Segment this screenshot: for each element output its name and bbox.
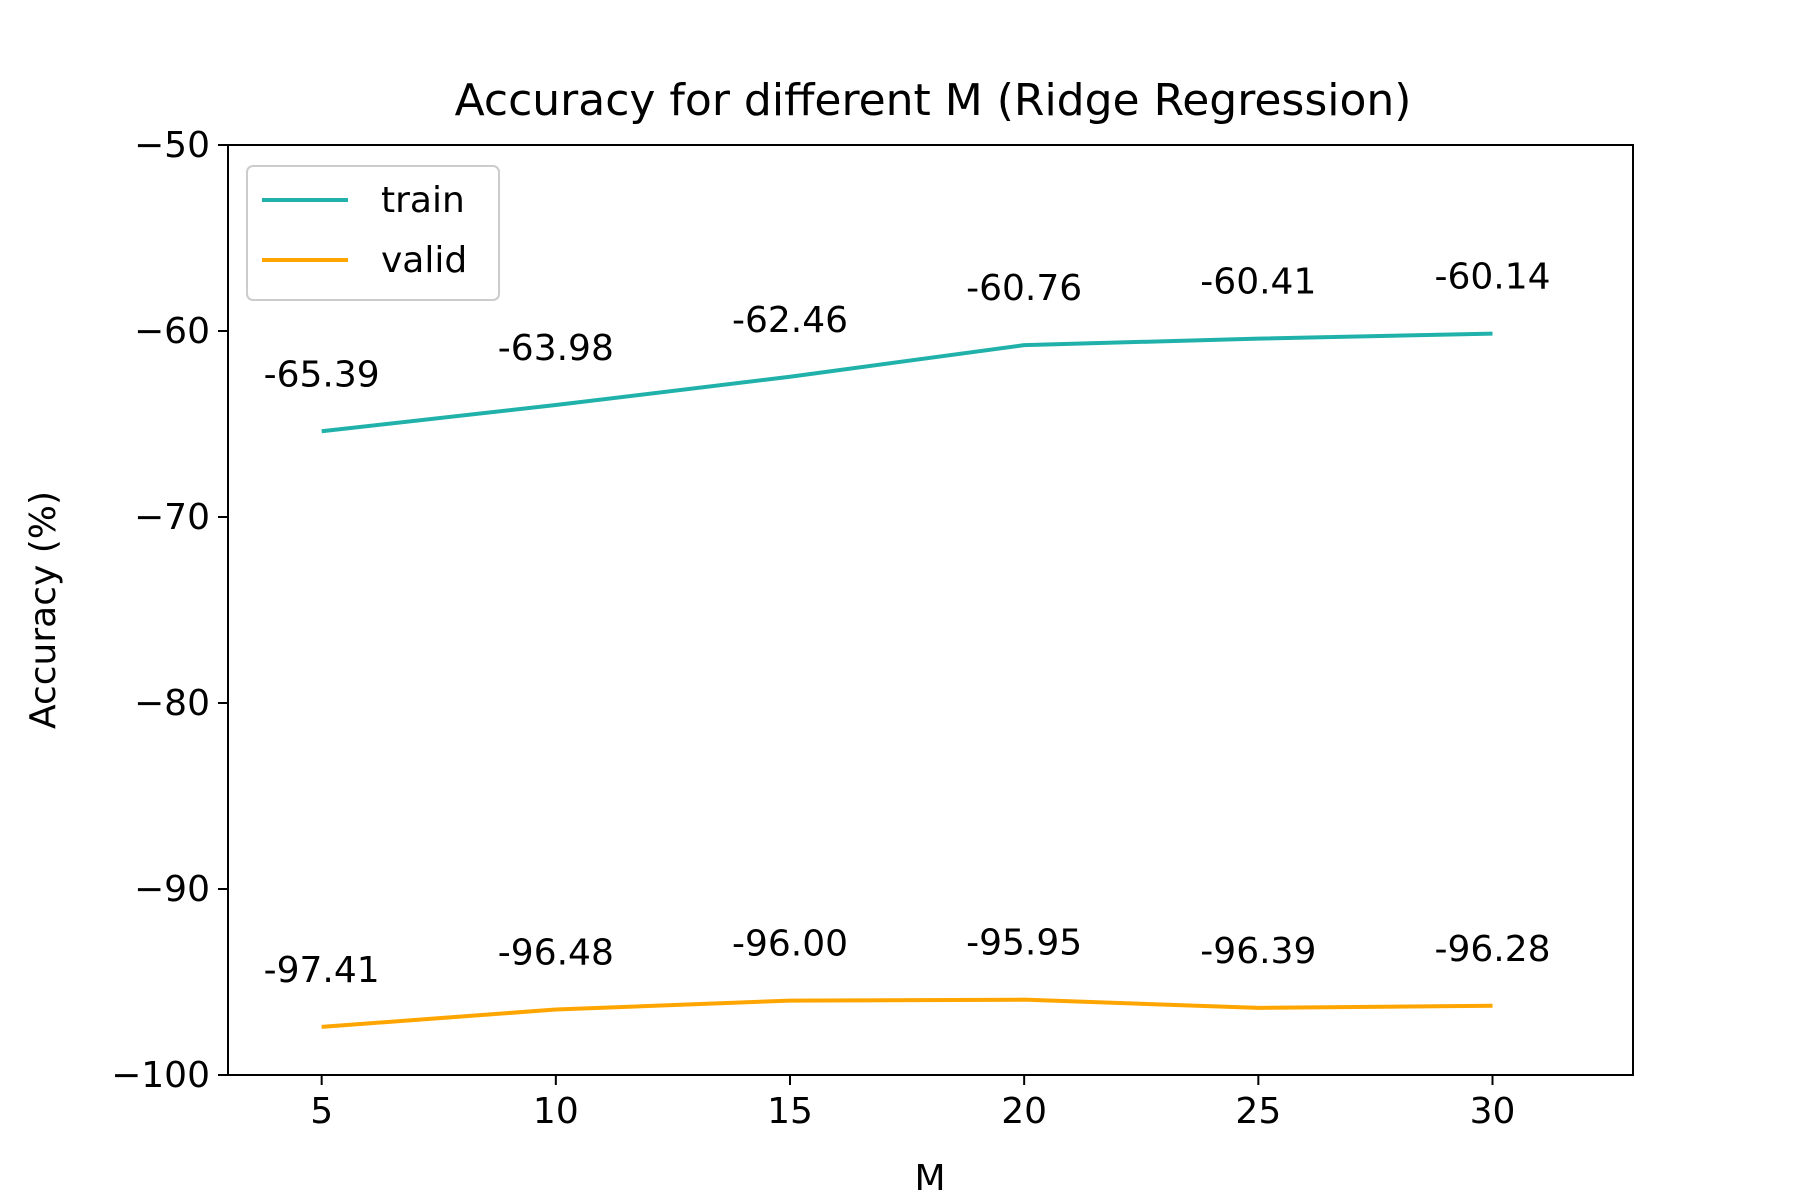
x-axis: 5 10 15 20 25 30 [310, 1075, 1515, 1132]
data-label-train: -60.14 [1434, 257, 1550, 298]
data-label-valid: -96.00 [732, 924, 848, 965]
y-tick-label: −80 [134, 683, 210, 724]
x-tick-label: 30 [1470, 1091, 1516, 1132]
y-axis-label: Accuracy (%) [23, 491, 64, 729]
data-label-valid: -97.41 [264, 950, 380, 991]
x-tick-label: 25 [1235, 1091, 1281, 1132]
x-tick-label: 15 [767, 1091, 813, 1132]
axes-frame [227, 144, 1634, 1076]
x-tick-label: 5 [310, 1091, 333, 1132]
series-line-train [321, 331, 1493, 434]
chart-title: Accuracy for different M (Ridge Regressi… [455, 75, 1412, 126]
x-tick-label: 20 [1001, 1091, 1047, 1132]
y-tick-label: −100 [111, 1055, 210, 1096]
data-label-train: -65.39 [264, 354, 380, 395]
data-label-valid: -96.48 [498, 933, 614, 974]
data-label-valid: -95.95 [966, 923, 1082, 964]
series-line-valid [321, 997, 1493, 1029]
data-label-train: -62.46 [732, 300, 848, 341]
y-tick-label: −70 [134, 497, 210, 538]
legend: train valid [246, 165, 500, 301]
data-label-train: -63.98 [498, 328, 614, 369]
data-label-train: -60.76 [966, 268, 1082, 309]
x-axis-label: M [914, 1158, 945, 1199]
data-label-valid: -96.39 [1200, 931, 1316, 972]
y-tick-label: −60 [134, 311, 210, 352]
y-axis: −100 −90 −80 −70 −60 −50 [111, 125, 228, 1096]
plot-area: -65.39 -63.98 -62.46 -60.76 -60.41 -60.14 -97.… [264, 257, 1551, 1029]
data-label-valid: -96.28 [1434, 929, 1550, 970]
x-tick-label: 10 [533, 1091, 579, 1132]
legend-label-train: train [381, 180, 465, 221]
data-label-train: -60.41 [1200, 262, 1316, 303]
y-tick-label: −90 [134, 869, 210, 910]
y-tick-label: −50 [134, 125, 210, 166]
legend-label-valid: valid [381, 240, 467, 281]
